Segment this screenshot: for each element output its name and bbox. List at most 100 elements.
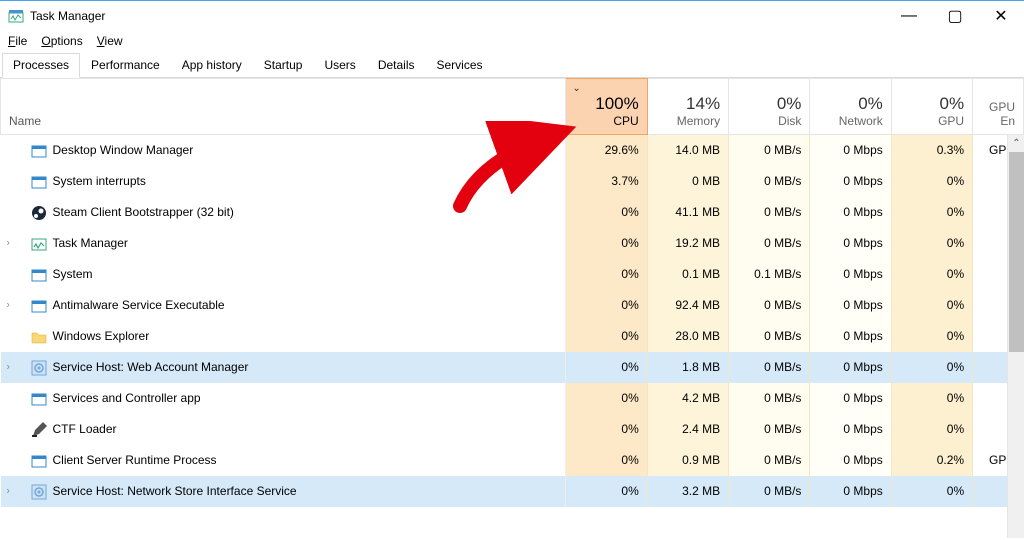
maximize-button[interactable]: ▢ [932,1,978,31]
cell-cpu: 3.7% [566,166,647,197]
tab-performance[interactable]: Performance [80,53,171,78]
tab-startup[interactable]: Startup [253,53,314,78]
cell-gpu: 0% [891,228,972,259]
table-row[interactable]: ›Service Host: Network Store Interface S… [1,476,1024,507]
table-row[interactable]: System0%0.1 MB0.1 MB/s0 Mbps0% [1,259,1024,290]
expand-chevron-icon[interactable]: › [7,300,10,311]
table-row[interactable]: Steam Client Bootstrapper (32 bit)0%41.1… [1,197,1024,228]
table-row[interactable]: Desktop Window Manager29.6%14.0 MB0 MB/s… [1,135,1024,166]
process-name-cell[interactable]: CTF Loader [1,414,566,445]
cell-cpu: 29.6% [566,135,647,166]
cell-gpu: 0% [891,352,972,383]
cell-mem: 0.9 MB [647,445,728,476]
menu-view[interactable]: View [97,34,123,48]
cell-disk: 0 MB/s [729,166,810,197]
sort-chevron-icon: ⌄ [572,83,580,94]
process-name-cell[interactable]: Desktop Window Manager [1,135,566,166]
cell-gpu: 0% [891,414,972,445]
minimize-button[interactable]: — [886,1,932,31]
cell-mem: 0 MB [647,166,728,197]
col-header-name[interactable]: Name [1,79,566,135]
process-name-label: System interrupts [53,174,146,188]
cell-disk: 0 MB/s [729,197,810,228]
close-button[interactable]: ✕ [978,1,1024,31]
cell-mem: 14.0 MB [647,135,728,166]
process-name-cell[interactable]: System [1,259,566,290]
process-table-wrap: Name ⌄ 100% CPU 14% Memory 0% Disk [0,78,1024,538]
process-name-label: CTF Loader [53,422,117,436]
cell-disk: 0 MB/s [729,290,810,321]
steam-icon [31,205,47,221]
col-header-network[interactable]: 0% Network [810,79,891,135]
table-row[interactable]: Client Server Runtime Process0%0.9 MB0 M… [1,445,1024,476]
process-name-cell[interactable]: Windows Explorer [1,321,566,352]
process-name-cell[interactable]: Client Server Runtime Process [1,445,566,476]
tab-users[interactable]: Users [313,53,366,78]
cell-gpu: 0% [891,259,972,290]
tab-processes[interactable]: Processes [2,53,80,78]
cell-disk: 0 MB/s [729,414,810,445]
cell-disk: 0 MB/s [729,228,810,259]
table-row[interactable]: Windows Explorer0%28.0 MB0 MB/s0 Mbps0% [1,321,1024,352]
cell-net: 0 Mbps [810,321,891,352]
table-row[interactable]: CTF Loader0%2.4 MB0 MB/s0 Mbps0% [1,414,1024,445]
process-name-cell[interactable]: ›Service Host: Network Store Interface S… [1,476,566,507]
table-row[interactable]: Services and Controller app0%4.2 MB0 MB/… [1,383,1024,414]
process-name-label: System [53,267,93,281]
col-header-gpu-engine[interactable]: GPU En [973,79,1024,135]
tab-app-history[interactable]: App history [171,53,253,78]
scroll-up-icon[interactable]: ⌃ [1008,135,1024,152]
tabs: ProcessesPerformanceApp historyStartupUs… [0,53,1024,78]
cell-disk: 0 MB/s [729,321,810,352]
cell-gpu: 0% [891,166,972,197]
cell-mem: 19.2 MB [647,228,728,259]
col-header-memory[interactable]: 14% Memory [647,79,728,135]
titlebar[interactable]: Task Manager — ▢ ✕ [0,1,1024,31]
expand-chevron-icon[interactable]: › [7,486,10,497]
table-row[interactable]: System interrupts 3.7%0 MB0 MB/s0 Mbps0% [1,166,1024,197]
col-header-gpu[interactable]: 0% GPU [891,79,972,135]
expand-chevron-icon[interactable]: › [7,238,10,249]
tab-details[interactable]: Details [367,53,426,78]
cell-mem: 41.1 MB [647,197,728,228]
cell-mem: 3.2 MB [647,476,728,507]
tab-services[interactable]: Services [426,53,494,78]
menubar: File Options View [0,31,1024,51]
scroll-thumb[interactable] [1009,152,1024,352]
col-header-disk[interactable]: 0% Disk [729,79,810,135]
expand-chevron-icon[interactable]: › [7,362,10,373]
menu-file[interactable]: File [8,34,27,48]
col-header-cpu[interactable]: ⌄ 100% CPU [566,79,647,135]
window-controls: — ▢ ✕ [886,1,1024,31]
table-row[interactable]: ›Service Host: Web Account Manager0%1.8 … [1,352,1024,383]
process-name-cell[interactable]: System interrupts [1,166,566,197]
process-name-cell[interactable]: Services and Controller app [1,383,566,414]
pen-icon [31,422,47,438]
process-name-cell[interactable]: Steam Client Bootstrapper (32 bit) [1,197,566,228]
table-row[interactable]: ›Antimalware Service Executable0%92.4 MB… [1,290,1024,321]
cell-disk: 0 MB/s [729,445,810,476]
window-title: Task Manager [30,9,105,23]
window-icon [31,267,47,283]
menu-options[interactable]: Options [41,34,82,48]
process-name-cell[interactable]: ›Task Manager [1,228,566,259]
cell-cpu: 0% [566,445,647,476]
gear-icon [31,484,47,500]
process-table: Name ⌄ 100% CPU 14% Memory 0% Disk [0,78,1024,507]
cell-mem: 0.1 MB [647,259,728,290]
table-row[interactable]: ›Task Manager0%19.2 MB0 MB/s0 Mbps0% [1,228,1024,259]
process-name-cell[interactable]: ›Service Host: Web Account Manager [1,352,566,383]
cell-net: 0 Mbps [810,352,891,383]
cell-net: 0 Mbps [810,135,891,166]
cell-net: 0 Mbps [810,166,891,197]
process-name-cell[interactable]: ›Antimalware Service Executable [1,290,566,321]
cell-cpu: 0% [566,321,647,352]
taskmgr-icon [31,236,47,252]
process-name-label: Services and Controller app [53,391,201,405]
cell-gpu: 0.3% [891,135,972,166]
cell-cpu: 0% [566,352,647,383]
window-icon [31,453,47,469]
vertical-scrollbar[interactable]: ⌃ [1007,135,1024,538]
cell-net: 0 Mbps [810,228,891,259]
cell-mem: 28.0 MB [647,321,728,352]
